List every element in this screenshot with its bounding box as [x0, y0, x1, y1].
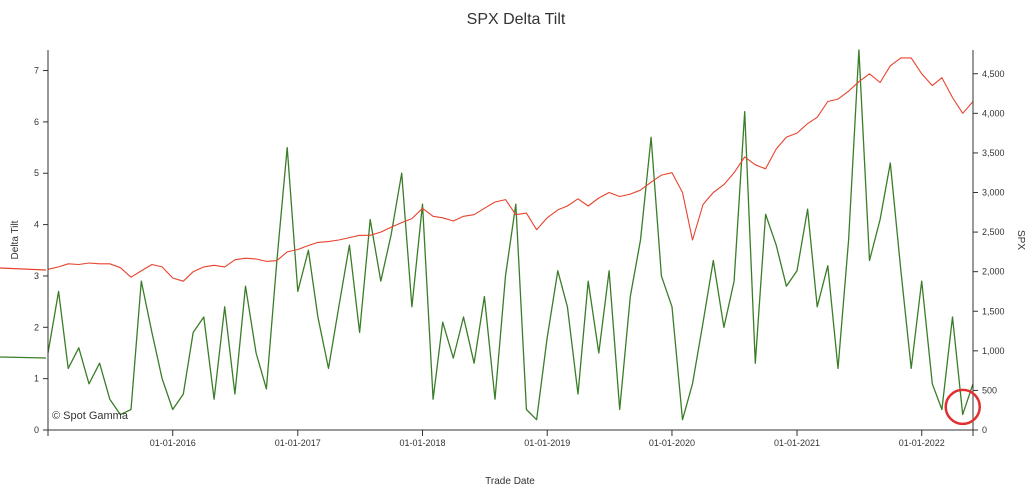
- delta-tilt-axis-marker-line: [0, 356, 47, 359]
- x-tick-label: 01-01-2017: [275, 438, 321, 448]
- left-y-axis-label: Delta Tilt: [10, 220, 21, 259]
- chart-title: SPX Delta Tilt: [467, 11, 566, 28]
- left-y-tick-label: 5: [34, 168, 39, 178]
- right-y-tick-label: 3,500: [982, 148, 1005, 158]
- spx-axis-marker-line: [0, 267, 47, 271]
- right-y-tick-label: 2,000: [982, 267, 1005, 277]
- left-y-tick-label: 1: [34, 374, 39, 384]
- left-y-tick-label: 3: [34, 271, 39, 281]
- x-tick-label: 01-01-2020: [649, 438, 695, 448]
- right-y-tick-label: 1,500: [982, 306, 1005, 316]
- right-y-ticks: 0 500 1,000 1,500 2,000 2,500 3,000 3,500 4,000 4…: [973, 69, 1005, 435]
- x-tick-label: 01-01-2021: [774, 438, 820, 448]
- x-tick-label: 01-01-2022: [899, 438, 945, 448]
- axis-marker-lines: [0, 267, 47, 359]
- highlight-circle: [944, 388, 981, 426]
- x-ticks: 01-01-2016 01-01-2017 01-01-2018 01-01-2019…: [47, 430, 974, 448]
- left-y-tick-label: 0: [34, 425, 39, 435]
- right-y-tick-label: 4,000: [982, 108, 1005, 118]
- left-y-tick-label: 2: [34, 322, 39, 332]
- right-y-tick-label: 2,500: [982, 227, 1005, 237]
- right-y-tick-label: 3,000: [982, 188, 1005, 198]
- left-y-tick-label: 6: [34, 117, 39, 127]
- watermark: © Spot Gamma: [52, 410, 129, 422]
- left-y-tick-label: 4: [34, 220, 39, 230]
- right-y-tick-label: 4,500: [982, 69, 1005, 79]
- left-y-ticks: 0 1 2 3 4 5 6 7: [34, 66, 48, 435]
- x-tick-label: 01-01-2016: [150, 438, 196, 448]
- series-layer: [47, 49, 974, 421]
- x-tick-label: 01-01-2018: [399, 438, 445, 448]
- x-axis-label: Trade Date: [485, 476, 535, 487]
- left-y-tick-label: 7: [34, 66, 39, 76]
- right-y-axis-label: SPX: [1015, 230, 1026, 250]
- right-y-tick-label: 0: [982, 425, 987, 435]
- axes: 0 1 2 3 4 5 6 7 0 500 1,000 1,500 2,000 2,500 3,000 3,…: [34, 50, 1005, 448]
- spx-series-line: [47, 57, 974, 282]
- x-tick-label: 01-01-2019: [524, 438, 570, 448]
- right-y-tick-label: 500: [982, 385, 997, 395]
- delta-tilt-series-line: [47, 49, 974, 421]
- right-y-tick-label: 1,000: [982, 346, 1005, 356]
